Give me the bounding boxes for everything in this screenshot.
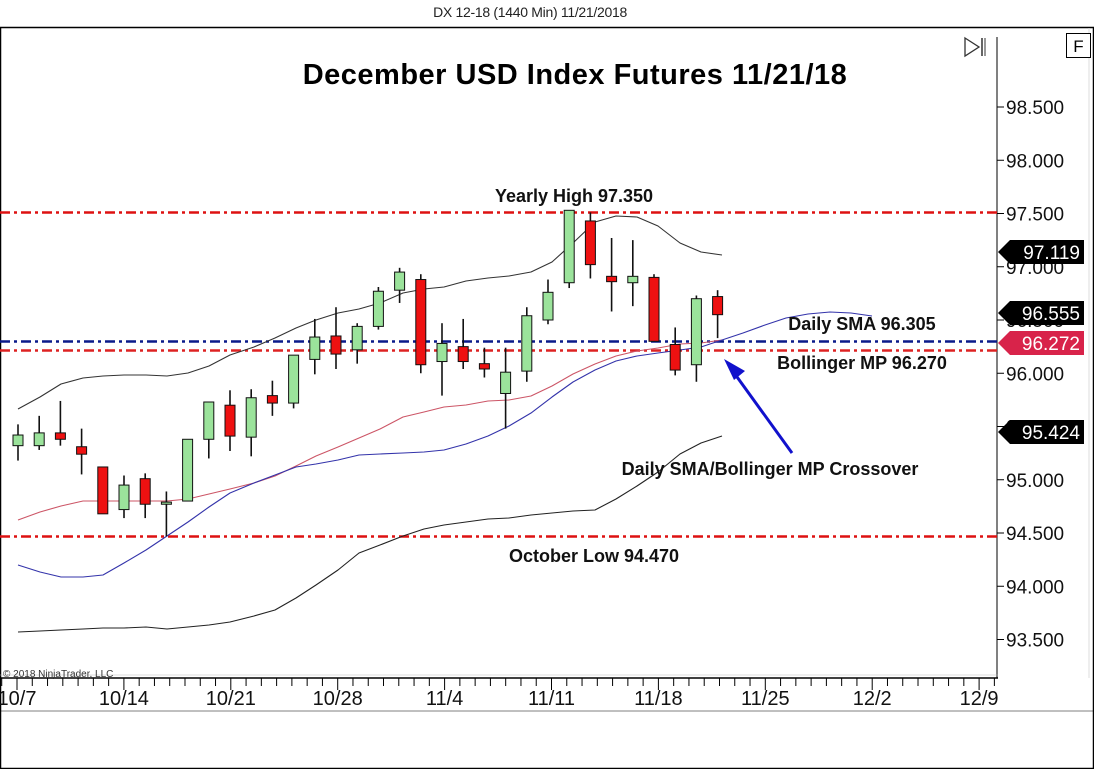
price-axis[interactable]: 93.50094.00094.50095.00095.50096.00096.5… <box>997 98 1064 652</box>
candle <box>203 401 215 459</box>
price-tick-label: 95.000 <box>1006 471 1064 492</box>
candle <box>394 267 406 303</box>
candle <box>182 438 194 502</box>
price-tick-label: 98.000 <box>1006 151 1064 172</box>
date-tick-label: 11/18 <box>634 688 683 710</box>
price-tags: 97.119 96.555 96.272 95.424 <box>998 240 1084 444</box>
price-tag: 95.424 <box>998 420 1084 444</box>
price-tick-label: 97.500 <box>1006 205 1064 226</box>
candle <box>76 428 88 475</box>
candle <box>415 274 427 374</box>
candle <box>606 237 618 312</box>
candle <box>690 295 702 382</box>
bollinger-mp-label: Bollinger MP 96.270 <box>777 353 947 373</box>
chart-title: December USD Index Futures 11/21/18 <box>303 59 848 91</box>
daily-sma-label: Daily SMA 96.305 <box>788 314 935 334</box>
candle <box>54 400 66 446</box>
candle <box>584 212 596 279</box>
candle <box>372 286 384 330</box>
horizontal-levels <box>0 211 997 538</box>
candle <box>97 466 109 515</box>
price-tick-label: 94.500 <box>1006 524 1064 545</box>
instrument-header: DX 12-18 (1440 Min) 11/21/2018 <box>433 4 627 20</box>
crossover-label: Daily SMA/Bollinger MP Crossover <box>622 459 919 479</box>
candle <box>457 318 469 369</box>
date-tick-label: 11/4 <box>426 688 463 710</box>
candle <box>500 347 512 429</box>
price-tick-label: 94.000 <box>1006 577 1064 598</box>
price-tag: 97.119 <box>998 240 1084 264</box>
date-tick-label: 12/9 <box>960 688 999 710</box>
candle <box>563 209 575 289</box>
candle <box>542 279 554 325</box>
indicator-lines <box>17 215 873 633</box>
candle <box>139 473 151 519</box>
candle <box>351 323 363 364</box>
candle <box>712 290 724 339</box>
line-daily-sma <box>17 311 873 578</box>
candle <box>669 327 681 376</box>
svg-text:96.555: 96.555 <box>1022 304 1080 325</box>
crossover-arrow-icon <box>724 359 794 454</box>
price-tag: 96.555 <box>998 301 1084 325</box>
date-tick-label: 10/28 <box>313 688 363 710</box>
svg-text:96.272: 96.272 <box>1022 334 1080 355</box>
candle <box>160 491 172 537</box>
line-bollinger-midpoint <box>17 339 723 521</box>
price-tick-label: 96.000 <box>1006 364 1064 385</box>
candle <box>118 475 130 519</box>
candlesticks <box>12 209 724 537</box>
yearly-high-label: Yearly High 97.350 <box>495 186 653 206</box>
candle <box>224 390 236 451</box>
candle <box>12 424 24 461</box>
f-button-label: F <box>1073 37 1083 56</box>
candle <box>245 389 257 457</box>
candle <box>478 347 490 378</box>
line-lower-bollinger-band <box>17 435 723 633</box>
line-upper-bollinger-band <box>17 215 723 410</box>
price-tag: 96.272 <box>998 331 1084 355</box>
price-tick-label: 98.500 <box>1006 98 1064 119</box>
price-tick-label: 93.500 <box>1006 631 1064 652</box>
svg-text:97.119: 97.119 <box>1023 243 1080 264</box>
svg-text:95.424: 95.424 <box>1022 423 1081 444</box>
candle <box>330 307 342 369</box>
candle <box>266 380 278 416</box>
october-low-label: October Low 94.470 <box>509 546 679 566</box>
chart-frame <box>0 26 1094 769</box>
date-tick-label: 11/11 <box>528 688 575 710</box>
copyright-text: © 2018 NinjaTrader, LLC <box>3 669 113 680</box>
date-tick-label: 10/7 <box>0 688 36 710</box>
time-axis[interactable]: 10/7 10/14 10/21 10/28 11/4 11/11 11/18 11/25 12… <box>0 678 999 710</box>
skip-to-end-icon[interactable] <box>964 36 986 58</box>
f-button[interactable]: F <box>1066 33 1091 58</box>
candle <box>436 323 448 396</box>
candle <box>33 415 45 450</box>
date-tick-label: 10/21 <box>206 688 256 710</box>
candle <box>627 240 639 307</box>
candle <box>309 318 321 375</box>
candle <box>521 307 533 382</box>
date-tick-label: 10/14 <box>99 688 149 710</box>
date-tick-label: 12/2 <box>853 688 892 710</box>
candle <box>288 354 300 409</box>
candle <box>648 274 660 342</box>
date-tick-label: 11/25 <box>741 688 790 710</box>
